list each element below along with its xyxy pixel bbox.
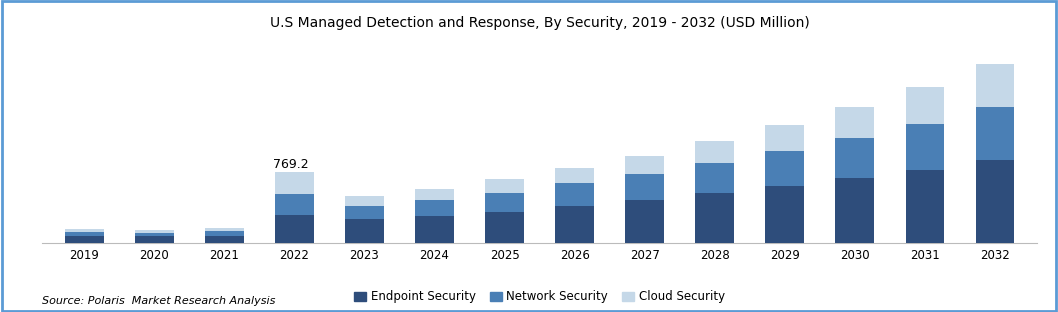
Bar: [765, 151, 804, 186]
Legend: Endpoint Security, Network Security, Cloud Security: Endpoint Security, Network Security, Clo…: [349, 286, 730, 308]
Bar: [765, 186, 804, 243]
Bar: [975, 160, 1014, 243]
Bar: [415, 188, 454, 200]
Bar: [345, 206, 384, 219]
Bar: [135, 232, 174, 236]
Bar: [135, 230, 174, 232]
Bar: [625, 174, 664, 200]
Bar: [975, 107, 1014, 160]
Bar: [695, 193, 734, 243]
Bar: [486, 179, 524, 193]
Title: U.S Managed Detection and Response, By Security, 2019 - 2032 (USD Million): U.S Managed Detection and Response, By S…: [270, 16, 809, 30]
Bar: [555, 183, 594, 206]
Bar: [345, 219, 384, 243]
Bar: [836, 178, 874, 243]
Bar: [486, 212, 524, 243]
Text: Source: Polaris  Market Research Analysis: Source: Polaris Market Research Analysis: [42, 296, 276, 306]
Bar: [555, 168, 594, 183]
Bar: [906, 124, 944, 170]
Bar: [415, 216, 454, 243]
Bar: [625, 156, 664, 174]
Bar: [695, 163, 734, 193]
Bar: [625, 200, 664, 243]
Bar: [975, 64, 1014, 107]
Bar: [486, 193, 524, 212]
Bar: [275, 173, 314, 193]
Bar: [555, 206, 594, 243]
Bar: [275, 215, 314, 243]
Bar: [765, 125, 804, 151]
Bar: [836, 138, 874, 178]
Bar: [906, 87, 944, 124]
Bar: [135, 236, 174, 243]
Bar: [275, 193, 314, 215]
Bar: [695, 142, 734, 163]
Bar: [205, 228, 243, 231]
Bar: [836, 107, 874, 138]
Bar: [66, 229, 104, 232]
Bar: [205, 236, 243, 243]
Bar: [415, 200, 454, 216]
Bar: [345, 196, 384, 206]
Bar: [205, 231, 243, 236]
Bar: [66, 236, 104, 243]
Bar: [66, 232, 104, 236]
Bar: [906, 170, 944, 243]
Text: 769.2: 769.2: [273, 158, 309, 171]
